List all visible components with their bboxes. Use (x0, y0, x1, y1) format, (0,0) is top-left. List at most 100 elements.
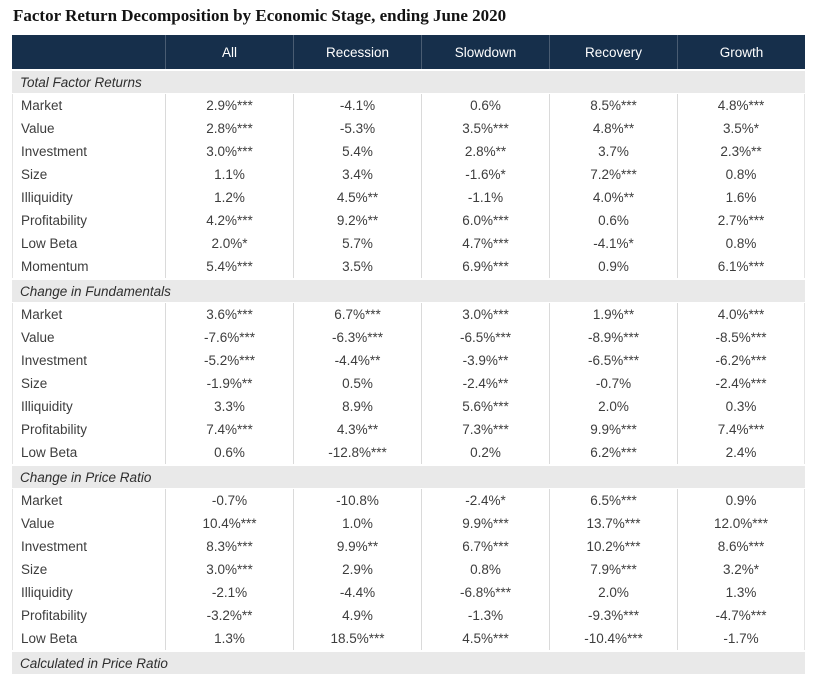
cell-value: -8.9%*** (549, 326, 677, 350)
cell-value: -5.2%*** (165, 349, 293, 373)
cell-value: 2.8%*** (165, 117, 293, 141)
table-row: Investment 3.0%*** 5.4% 2.8%** 3.7% 2.3%** (12, 140, 805, 164)
row-label: Market (12, 489, 165, 513)
factor-table: All Recession Slowdown Recovery Growth Total… (12, 35, 805, 675)
cell-value: 2.0% (549, 395, 677, 419)
column-header: Recession (293, 35, 421, 70)
cell-value: 1.3% (165, 627, 293, 651)
cell-value: -6.5%*** (549, 349, 677, 373)
cell-value: 3.5%*** (421, 117, 549, 141)
cell-value: -2.4%* (421, 489, 549, 513)
cell-value: -0.7% (549, 372, 677, 396)
cell-value: 6.0%*** (421, 209, 549, 233)
row-label: Value (12, 512, 165, 536)
cell-value: 0.6% (549, 209, 677, 233)
cell-value: 7.3%*** (421, 418, 549, 442)
cell-value: 4.8%** (549, 117, 677, 141)
cell-value: 0.8% (421, 558, 549, 582)
table-row: Profitability -3.2%** 4.9% -1.3% -9.3%*** -4.… (12, 604, 805, 628)
cell-value: 1.2% (165, 186, 293, 210)
cell-value: 2.9% (293, 558, 421, 582)
cell-value: -2.4%** (421, 372, 549, 396)
cell-value: -4.7%*** (677, 604, 805, 628)
cell-value: 0.6% (421, 94, 549, 118)
cell-value: 0.5% (293, 372, 421, 396)
table-row: Investment -5.2%*** -4.4%** -3.9%** -6.5%***… (12, 349, 805, 373)
row-label: Illiquidity (12, 395, 165, 419)
cell-value: 1.0% (293, 512, 421, 536)
cell-value: -4.1% (293, 94, 421, 118)
cell-value: 2.0% (549, 581, 677, 605)
cell-value: -4.4% (293, 581, 421, 605)
cell-value: -9.3%*** (549, 604, 677, 628)
cell-value: 4.2%*** (165, 209, 293, 233)
cell-value: 5.6%*** (421, 395, 549, 419)
cell-value: -7.6%*** (165, 326, 293, 350)
column-header: Slowdown (421, 35, 549, 70)
cell-value: 8.9% (293, 395, 421, 419)
table-row: Value 2.8%*** -5.3% 3.5%*** 4.8%** 3.5%* (12, 117, 805, 141)
column-header: Growth (677, 35, 805, 70)
cell-value: 2.3%** (677, 140, 805, 164)
cell-value: 2.7%*** (677, 209, 805, 233)
column-header: All (165, 35, 293, 70)
cell-value: 4.5%** (293, 186, 421, 210)
cell-value: 0.8% (677, 163, 805, 187)
cell-value: 6.5%*** (549, 489, 677, 513)
cell-value: 5.7% (293, 232, 421, 256)
cell-value: 9.9%** (293, 535, 421, 559)
cell-value: 18.5%*** (293, 627, 421, 651)
row-label: Investment (12, 140, 165, 164)
cell-value: 2.9%*** (165, 94, 293, 118)
table-row: Low Beta 0.6% -12.8%*** 0.2% 6.2%*** 2.4% (12, 441, 805, 465)
cell-value: 2.4% (677, 441, 805, 465)
cell-value: -2.1% (165, 581, 293, 605)
cell-value: 6.7%*** (293, 303, 421, 327)
cell-value: -3.9%** (421, 349, 549, 373)
cell-value: 2.8%** (421, 140, 549, 164)
header-row: All Recession Slowdown Recovery Growth (12, 35, 805, 70)
cell-value: 8.5%*** (549, 94, 677, 118)
row-label: Market (12, 303, 165, 327)
cell-value: -2.4%*** (677, 372, 805, 396)
cell-value: 0.2% (421, 441, 549, 465)
cell-value: 13.7%*** (549, 512, 677, 536)
cell-value: 3.2%* (677, 558, 805, 582)
cell-value: 5.4%*** (165, 255, 293, 279)
cell-value: 4.0%*** (677, 303, 805, 327)
table-body: Total Factor Returns Market 2.9%*** -4.1% 0.… (12, 69, 805, 651)
cell-value: -6.5%*** (421, 326, 549, 350)
cell-value: 3.0%*** (165, 558, 293, 582)
table-row: Low Beta 2.0%* 5.7% 4.7%*** -4.1%* 0.8% (12, 232, 805, 256)
cell-value: 3.5%* (677, 117, 805, 141)
table-row: Market -0.7% -10.8% -2.4%* 6.5%*** 0.9% (12, 489, 805, 513)
table-row: Market 2.9%*** -4.1% 0.6% 8.5%*** 4.8%*** (12, 94, 805, 118)
table-row: Profitability 7.4%*** 4.3%** 7.3%*** 9.9%***… (12, 418, 805, 442)
row-label: Low Beta (12, 627, 165, 651)
row-label: Low Beta (12, 232, 165, 256)
cell-value: 3.0%*** (421, 303, 549, 327)
cell-value: 0.9% (677, 489, 805, 513)
table-row: Value 10.4%*** 1.0% 9.9%*** 13.7%*** 12.0%*** (12, 512, 805, 536)
section-header: Total Factor Returns (12, 69, 805, 95)
row-label: Size (12, 163, 165, 187)
cell-value: -12.8%*** (293, 441, 421, 465)
row-label: Illiquidity (12, 186, 165, 210)
table-row: Momentum 5.4%*** 3.5% 6.9%*** 0.9% 6.1%*** (12, 255, 805, 279)
cell-value: 3.5% (293, 255, 421, 279)
row-label-header (12, 35, 165, 69)
cell-value: 6.7%*** (421, 535, 549, 559)
cell-value: 1.3% (677, 581, 805, 605)
table-row: Market 3.6%*** 6.7%*** 3.0%*** 1.9%** 4.0%*** (12, 303, 805, 327)
clipped-section-header: Calculated in Price Ratio (12, 650, 805, 675)
table-row: Low Beta 1.3% 18.5%*** 4.5%*** -10.4%*** -1.7… (12, 627, 805, 651)
cell-value: -1.7% (677, 627, 805, 651)
cell-value: 7.4%*** (677, 418, 805, 442)
cell-value: 8.6%*** (677, 535, 805, 559)
cell-value: 8.3%*** (165, 535, 293, 559)
cell-value: 0.3% (677, 395, 805, 419)
cell-value: 9.9%*** (421, 512, 549, 536)
row-label: Momentum (12, 255, 165, 279)
cell-value: 0.8% (677, 232, 805, 256)
cell-value: -8.5%*** (677, 326, 805, 350)
